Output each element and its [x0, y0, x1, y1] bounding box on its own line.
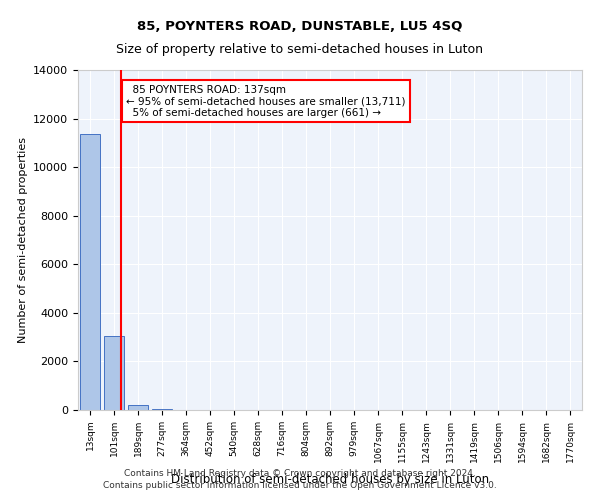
X-axis label: Distribution of semi-detached houses by size in Luton: Distribution of semi-detached houses by …: [171, 473, 489, 486]
Y-axis label: Number of semi-detached properties: Number of semi-detached properties: [17, 137, 28, 343]
Text: Contains public sector information licensed under the Open Government Licence v3: Contains public sector information licen…: [103, 481, 497, 490]
Text: 85, POYNTERS ROAD, DUNSTABLE, LU5 4SQ: 85, POYNTERS ROAD, DUNSTABLE, LU5 4SQ: [137, 20, 463, 33]
Text: 85 POYNTERS ROAD: 137sqm  
← 95% of semi-detached houses are smaller (13,711)
  : 85 POYNTERS ROAD: 137sqm ← 95% of semi-d…: [126, 84, 406, 118]
Bar: [104, 336, 124, 410]
Text: Size of property relative to semi-detached houses in Luton: Size of property relative to semi-detach…: [116, 42, 484, 56]
Text: Contains HM Land Registry data © Crown copyright and database right 2024.: Contains HM Land Registry data © Crown c…: [124, 468, 476, 477]
Bar: [80, 134, 100, 410]
Bar: [128, 404, 148, 410]
